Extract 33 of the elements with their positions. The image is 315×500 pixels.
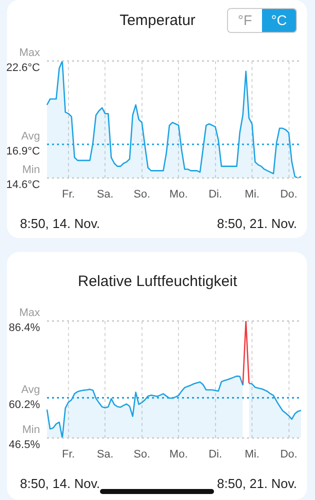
x-tick-label: Sa. — [96, 188, 114, 201]
text: 8:50, 21. Nov. — [217, 476, 297, 491]
ref-line-label: Avg — [21, 130, 40, 142]
ref-line-label: Avg — [21, 384, 40, 396]
x-tick-label: Do. — [280, 448, 298, 461]
y-tick-label: 22.6°C — [6, 62, 40, 74]
x-tick-label: Di. — [208, 188, 222, 201]
chart-title: Temperatur — [120, 12, 196, 29]
x-tick-label: Fr. — [62, 448, 75, 461]
y-tick-label: 16.9°C — [6, 145, 40, 158]
x-tick-label: Mi. — [244, 188, 260, 201]
text: 8:50, 14. Nov. — [20, 216, 100, 231]
ref-line-label: Max — [19, 47, 40, 60]
y-tick-label: 86.4% — [8, 322, 40, 334]
text: 8:50, 21. Nov. — [217, 216, 297, 231]
ref-line-label: Min — [22, 164, 40, 176]
ref-line-label: Max — [19, 307, 40, 320]
unit-toggle: °F °C — [227, 8, 297, 33]
x-tick-label: So. — [134, 448, 150, 461]
y-tick-label: 46.5% — [8, 439, 40, 452]
ref-line-label: Min — [22, 424, 40, 436]
x-tick-label: Mi. — [244, 448, 260, 461]
x-tick-label: Mo. — [169, 448, 188, 461]
x-tick-label: Di. — [208, 448, 222, 461]
x-tick-label: Mo. — [169, 188, 188, 201]
x-tick-label: So. — [134, 188, 150, 201]
x-tick-label: Sa. — [96, 448, 114, 461]
chart-title: Relative Luftfeuchtigkeit — [76, 273, 238, 290]
y-tick-label: 14.6°C — [6, 179, 40, 192]
x-tick-label: Fr. — [62, 188, 75, 201]
text: 8:50, 14. Nov. — [20, 476, 100, 491]
y-tick-label: 60.2% — [8, 398, 40, 411]
x-tick-label: Do. — [280, 188, 298, 201]
